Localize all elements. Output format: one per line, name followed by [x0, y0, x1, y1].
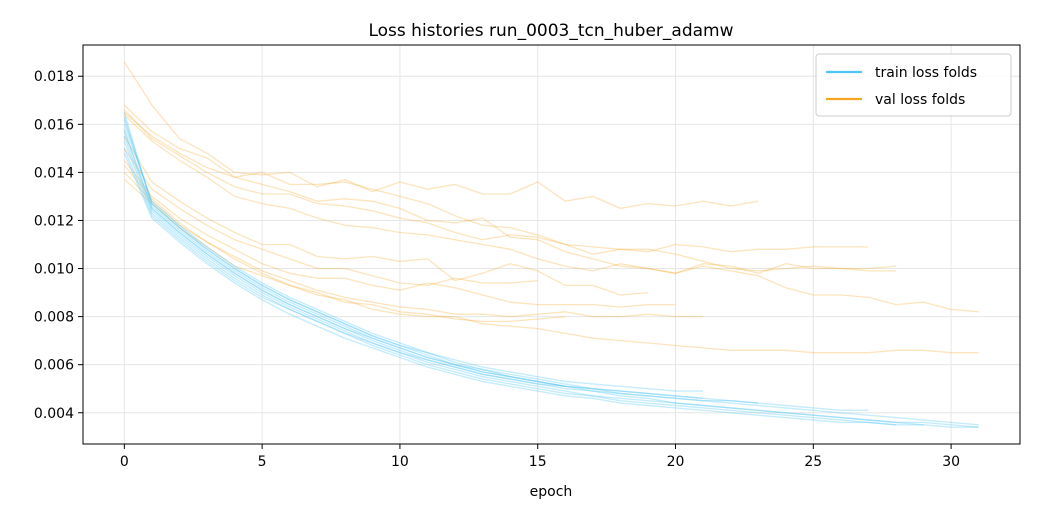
train-loss-line [123, 136, 924, 426]
train-loss-line [123, 148, 979, 428]
val-loss-line [123, 109, 896, 272]
val-loss-line [123, 61, 759, 210]
x-tick-label: 5 [258, 454, 267, 470]
train-loss-line [123, 152, 897, 426]
val-loss-line [123, 164, 979, 354]
train-loss-line [123, 140, 566, 387]
x-tick-label: 20 [667, 454, 685, 470]
train-loss-line [123, 116, 704, 399]
x-axis-label: epoch [530, 484, 573, 500]
val-loss-line [123, 160, 676, 308]
series-layer [123, 61, 979, 428]
train-loss-line [123, 124, 704, 392]
train-loss-line [123, 128, 979, 426]
y-tick-label: 0.016 [34, 117, 74, 133]
y-tick-label: 0.018 [34, 69, 74, 85]
x-tick-label: 30 [942, 454, 960, 470]
legend: train loss folds val loss folds [815, 53, 1012, 117]
val-loss-line [123, 114, 979, 313]
legend-val-label: val loss folds [875, 92, 965, 108]
x-tick-label: 10 [391, 454, 409, 470]
val-loss-line [123, 179, 566, 323]
x-tick-label: 15 [529, 454, 547, 470]
plot-frame [82, 44, 1021, 445]
legend-train-label: train loss folds [875, 65, 977, 81]
val-loss-line [123, 148, 538, 287]
val-loss-line [123, 135, 649, 296]
legend-frame [815, 53, 1012, 117]
train-loss-line [123, 131, 759, 404]
val-loss-line [123, 171, 704, 318]
y-tick-label: 0.010 [34, 262, 74, 278]
train-loss-line [123, 119, 979, 428]
grid-layer [83, 45, 1020, 444]
x-tick-label: 0 [120, 454, 129, 470]
y-tick-label: 0.004 [34, 406, 74, 422]
y-tick-label: 0.006 [34, 358, 74, 374]
y-tick-label: 0.008 [34, 310, 74, 326]
train-loss-line [123, 112, 869, 411]
y-tick-label: 0.012 [34, 213, 74, 229]
y-tick-label: 0.014 [34, 165, 74, 181]
x-tick-label: 25 [804, 454, 822, 470]
val-loss-line [123, 104, 869, 255]
x-axis: 0 5 10 15 20 25 30 [120, 444, 960, 470]
y-axis: 0.004 0.006 0.008 0.010 0.012 0.014 0.016 0.018 [34, 69, 83, 422]
chart-title: Loss histories run_0003_tcn_huber_adamw [368, 21, 733, 41]
val-loss-line [123, 111, 897, 274]
